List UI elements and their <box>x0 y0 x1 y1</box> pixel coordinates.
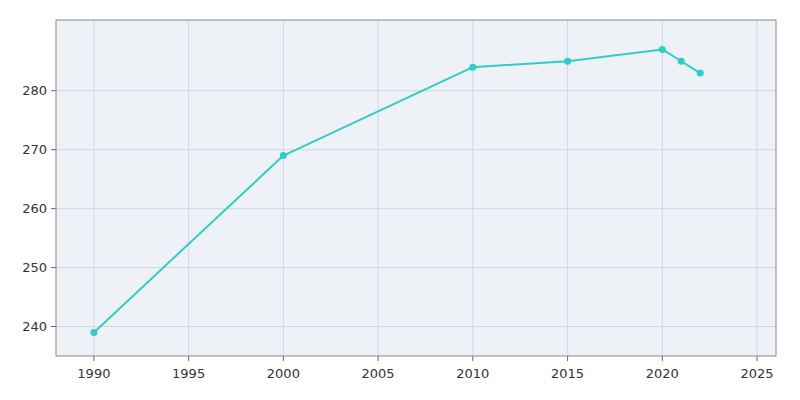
x-tick <box>662 356 663 361</box>
point <box>90 329 97 336</box>
x-grid-line <box>283 20 284 356</box>
chart-svg: 1990 1995 2000 2005 2010 2015 2020 2025 240 250 26… <box>0 0 800 400</box>
x-tick <box>93 356 94 361</box>
x-grid-line <box>567 20 568 356</box>
point <box>678 58 685 65</box>
grid <box>56 20 776 356</box>
y-tick-label: 260 <box>22 201 47 216</box>
x-tick <box>567 356 568 361</box>
x-tick <box>283 356 284 361</box>
x-tick-label: 2015 <box>551 366 584 381</box>
y-grid-line <box>56 208 776 209</box>
y-tick-label: 250 <box>22 260 47 275</box>
x-tick-label: 2000 <box>267 366 300 381</box>
x-tick <box>472 356 473 361</box>
point <box>280 152 287 159</box>
axes: 1990 1995 2000 2005 2010 2015 2020 2025 240 250 26… <box>22 83 773 381</box>
y-tick-label: 240 <box>22 319 47 334</box>
x-grid-line <box>378 20 379 356</box>
plot-frame <box>56 20 776 356</box>
plot-background <box>56 20 776 356</box>
x-tick <box>757 356 758 361</box>
point <box>469 64 476 71</box>
point <box>697 70 704 77</box>
point <box>659 46 666 53</box>
x-tick-label: 2025 <box>741 366 774 381</box>
line <box>94 49 700 332</box>
y-tick <box>51 326 56 327</box>
series <box>90 46 703 336</box>
y-grid-line <box>56 149 776 150</box>
y-tick-label: 270 <box>22 142 47 157</box>
y-tick <box>51 149 56 150</box>
x-tick-label: 2010 <box>456 366 489 381</box>
y-tick <box>51 208 56 209</box>
x-grid-line <box>662 20 663 356</box>
y-grid-line <box>56 90 776 91</box>
x-grid-line <box>188 20 189 356</box>
y-tick <box>51 267 56 268</box>
x-grid-line <box>757 20 758 356</box>
x-tick <box>378 356 379 361</box>
x-grid-line <box>93 20 94 356</box>
x-tick-label: 1990 <box>77 366 110 381</box>
y-grid-line <box>56 326 776 327</box>
y-tick-label: 280 <box>22 83 47 98</box>
point <box>564 58 571 65</box>
x-tick-label: 2020 <box>646 366 679 381</box>
x-tick-label: 1995 <box>172 366 205 381</box>
x-tick-label: 2005 <box>362 366 395 381</box>
y-tick <box>51 90 56 91</box>
x-tick <box>188 356 189 361</box>
chart-container: 1990 1995 2000 2005 2010 2015 2020 2025 240 250 26… <box>0 0 800 400</box>
